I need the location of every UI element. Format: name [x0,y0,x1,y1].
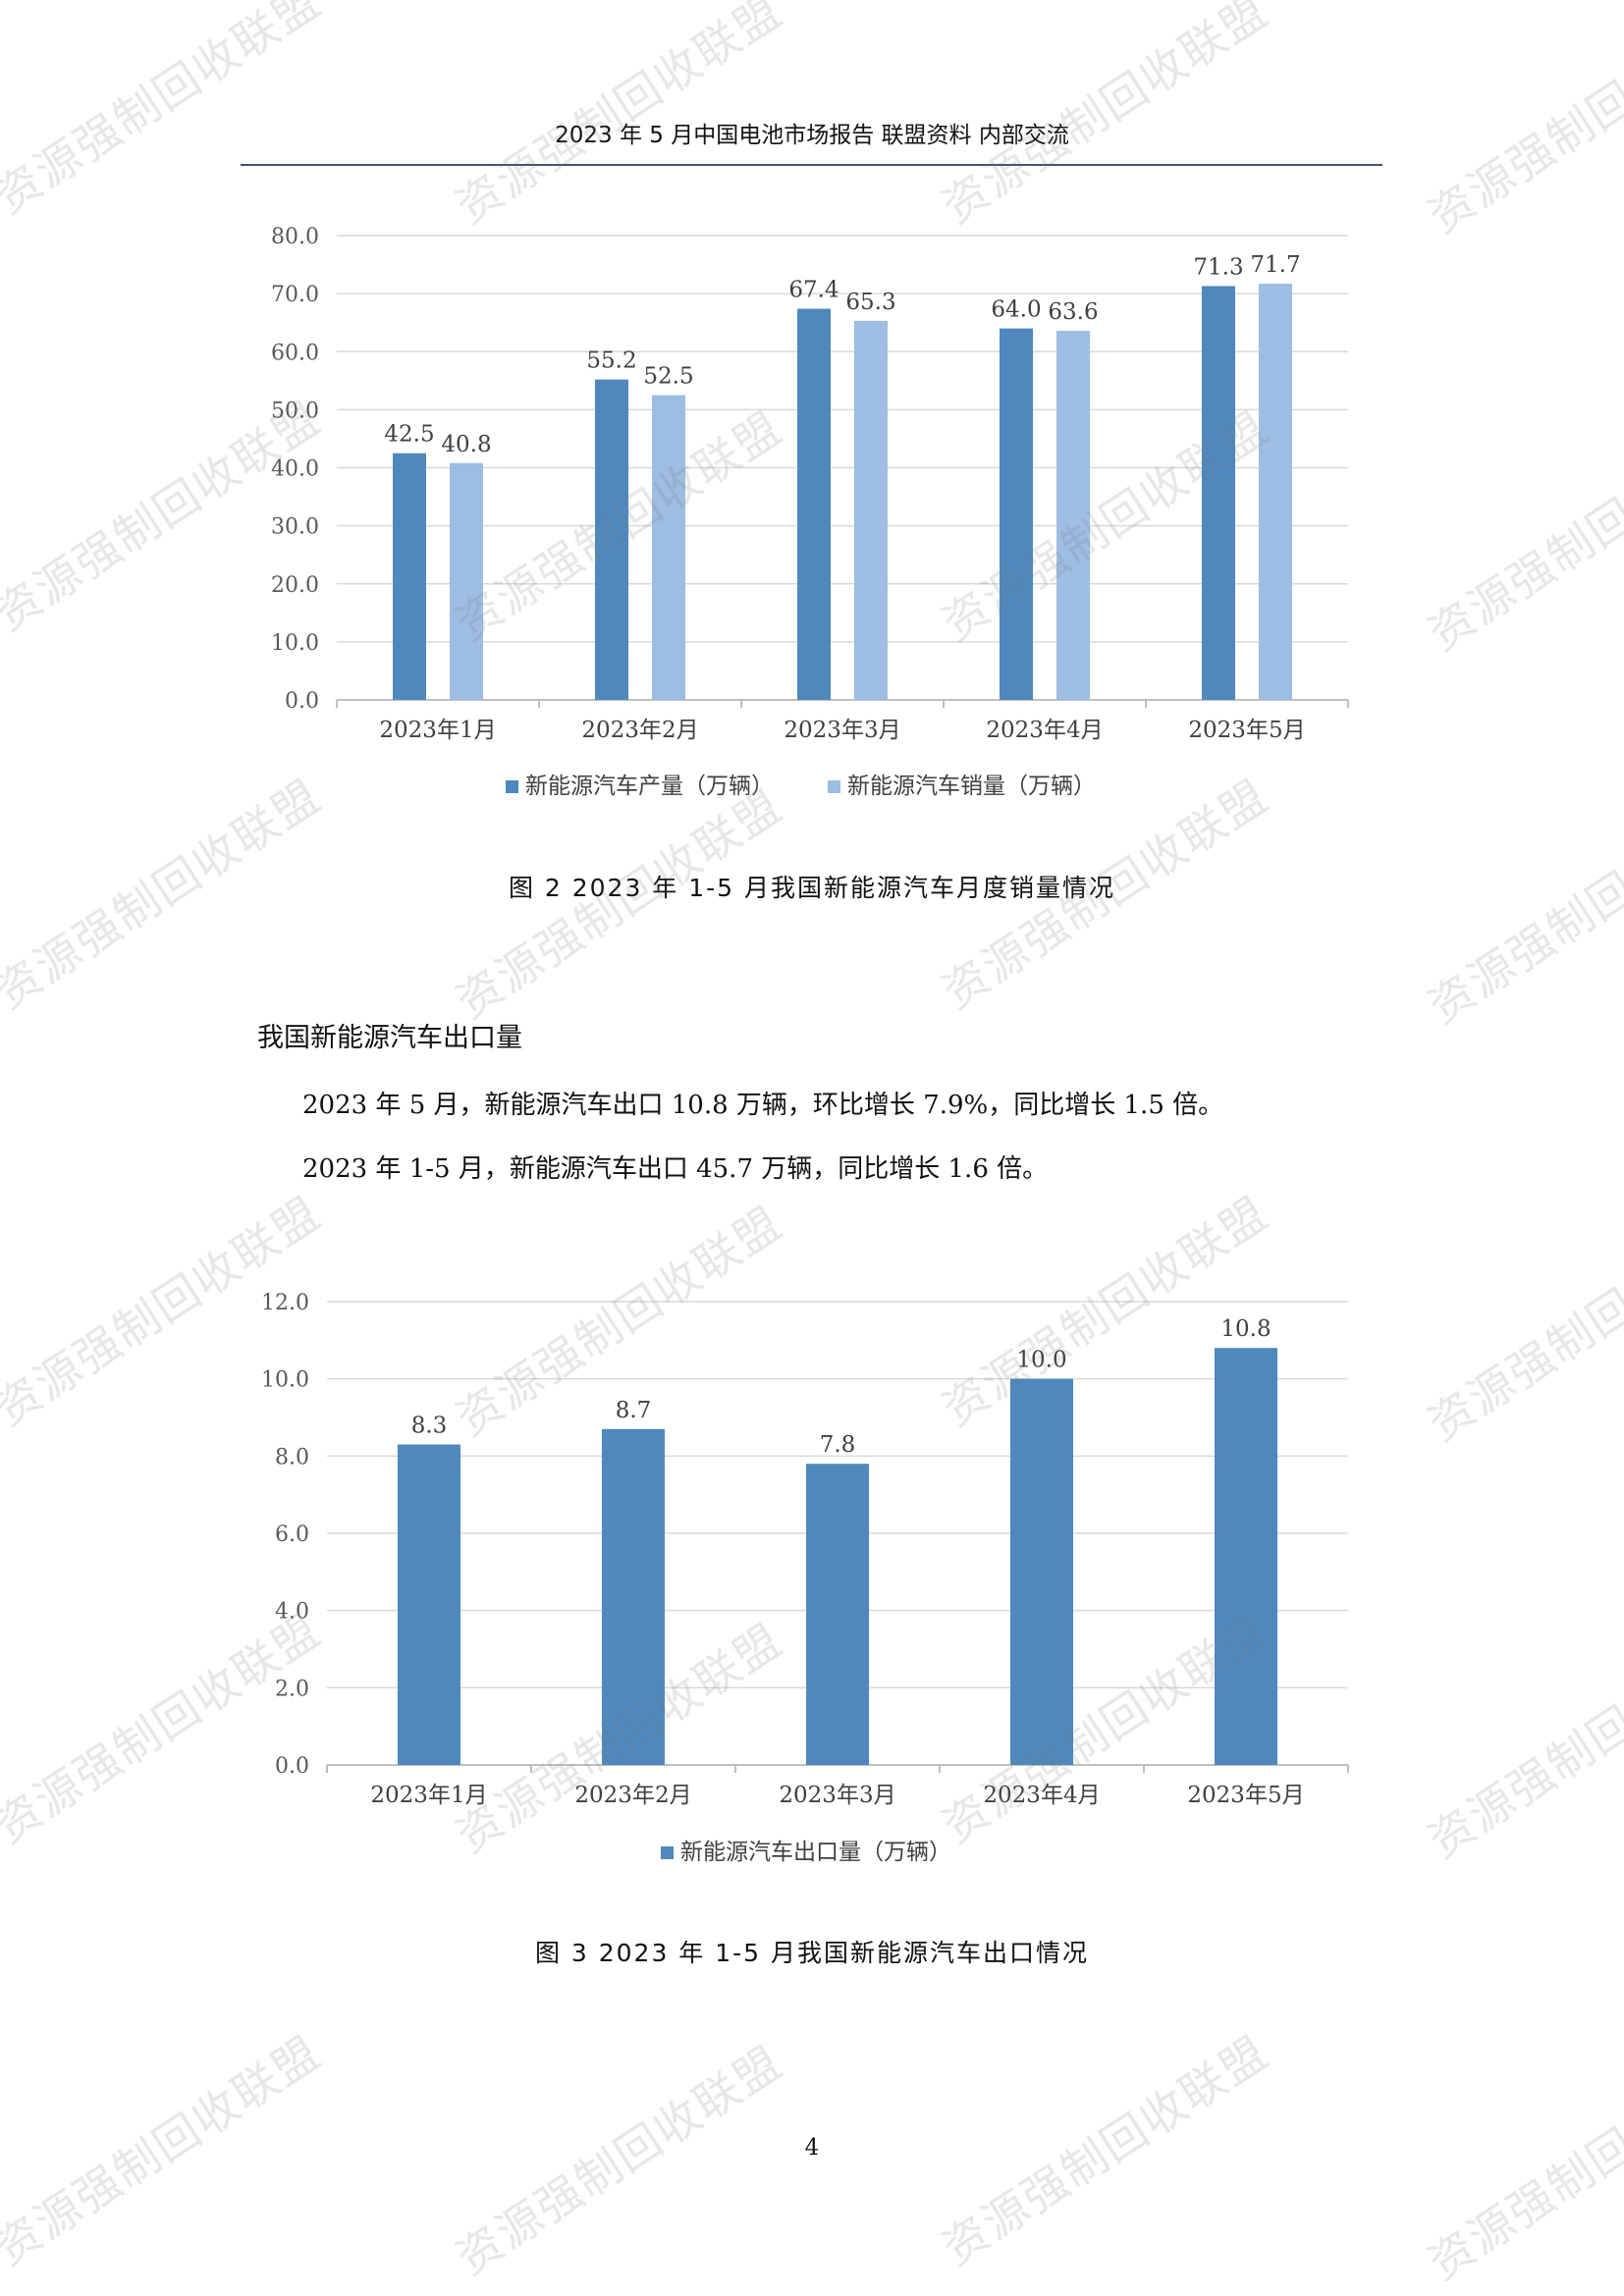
x-tick-label: 2023年3月 [784,718,900,743]
y-tick-label: 0.0 [285,689,319,714]
bar [595,379,628,700]
production-sales-chart-svg: 0.0 10.0 20.0 30.0 40.0 50.0 60.0 70.0 80.0 2023年… [271,225,1349,799]
x-tick-label: 2023年3月 [779,1783,895,1808]
y-tick-label: 60.0 [271,341,319,365]
bar [450,462,483,700]
x-tick-label: 2023年2月 [581,718,698,743]
legend-label: 新能源汽车出口量（万辆） [680,1840,951,1865]
section-heading: 我国新能源汽车出口量 [257,1023,522,1053]
export-chart: 0.0 2.0 4.0 6.0 8.0 10.0 12.0 2023年1月 8.3 2023年2月… [0,1266,1624,1914]
bar [1056,330,1090,700]
paragraph-1: 2023 年 5 月，新能源汽车出口 10.8 万辆，环比增长 7.9%，同比增… [302,1091,1224,1120]
y-tick-label: 40.0 [271,457,319,482]
header-rule [241,164,1382,166]
y-tick-label: 80.0 [271,225,319,249]
page-header-title: 2023 年 5 月中国电池市场报告 联盟资料 内部交流 [555,123,1069,148]
paragraph-2: 2023 年 1-5 月，新能源汽车出口 45.7 万辆，同比增长 1.6 倍。 [302,1154,1049,1184]
data-label: 65.3 [845,290,895,315]
bar [806,1464,869,1765]
y-tick-label: 6.0 [275,1522,309,1547]
bar [854,320,888,700]
production-sales-chart: 0.0 10.0 20.0 30.0 40.0 50.0 60.0 70.0 80.0 2023年… [0,196,1624,825]
bar [1202,286,1235,700]
y-tick-label: 8.0 [275,1445,309,1469]
legend-label: 新能源汽车产量（万辆） [525,774,774,799]
data-label: 10.0 [1016,1348,1066,1373]
data-label: 71.7 [1250,252,1300,278]
data-label: 55.2 [586,348,636,374]
data-label: 71.3 [1193,254,1243,280]
y-tick-label: 2.0 [275,1677,309,1701]
y-tick-label: 20.0 [271,573,319,598]
bar [652,395,685,700]
y-tick-label: 70.0 [271,283,319,307]
y-tick-label: 0.0 [275,1754,309,1779]
x-tick-label: 2023年5月 [1188,718,1305,743]
legend-swatch [506,780,518,793]
bar [1010,1378,1073,1765]
x-tick-label: 2023年1月 [370,1783,487,1808]
bar [1259,284,1292,700]
y-tick-label: 10.0 [271,631,319,656]
y-tick-label: 12.0 [261,1291,309,1315]
page-number: 4 [804,2135,820,2161]
watermark-text: 资源强制回收联盟 [1418,2040,1624,2290]
watermark-text: 资源强制回收联盟 [0,0,331,224]
data-label: 64.0 [991,297,1041,323]
bar [393,453,426,700]
figure-3-caption: 图 3 2023 年 1-5 月我国新能源汽车出口情况 [534,1939,1090,1967]
data-label: 10.8 [1220,1316,1271,1342]
figure-2-caption: 图 2 2023 年 1-5 月我国新能源汽车月度销量情况 [508,874,1116,902]
legend-label: 新能源汽车销量（万辆） [847,774,1096,799]
data-label: 8.7 [616,1398,652,1423]
bar [1000,328,1033,700]
data-label: 67.4 [788,277,839,302]
data-label: 63.6 [1048,299,1098,325]
bar [797,308,831,700]
y-tick-label: 30.0 [271,515,319,540]
bar [398,1444,460,1765]
bar [1215,1348,1277,1765]
data-label: 40.8 [441,432,491,457]
data-label: 42.5 [384,422,434,448]
legend-swatch [661,1846,674,1859]
data-label: 8.3 [411,1414,448,1439]
x-tick-label: 2023年1月 [379,718,496,743]
data-label: 52.5 [643,364,693,390]
x-tick-label: 2023年2月 [574,1783,691,1808]
y-tick-label: 4.0 [275,1600,309,1625]
legend-swatch [828,780,840,793]
x-tick-label: 2023年5月 [1187,1783,1304,1808]
y-tick-label: 10.0 [261,1368,309,1393]
x-tick-label: 2023年4月 [986,718,1103,743]
bar [602,1428,665,1765]
x-tick-label: 2023年4月 [983,1783,1100,1808]
y-tick-label: 50.0 [271,399,319,423]
data-label: 7.8 [820,1432,856,1458]
export-chart-svg: 0.0 2.0 4.0 6.0 8.0 10.0 12.0 2023年1月 8.3 2023年2月… [261,1291,1349,1865]
